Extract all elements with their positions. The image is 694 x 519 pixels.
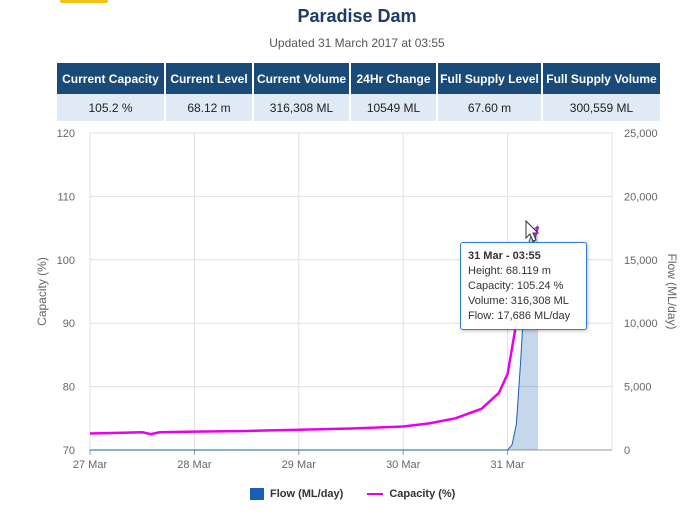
y-tick-right: 10,000 — [624, 318, 658, 330]
x-tick-label: 30 Mar — [386, 459, 421, 471]
x-tick-label: 27 Mar — [73, 459, 108, 471]
chart-legend: Flow (ML/day) Capacity (%) — [250, 488, 479, 500]
mouse-cursor-icon — [525, 219, 540, 242]
tooltip-volume: Volume: 316,308 ML — [468, 295, 569, 307]
y-tick-right: 25,000 — [624, 128, 658, 140]
y-axis-title-left: Capacity (%) — [35, 257, 49, 326]
stat-header-current-level: Current Level — [165, 63, 254, 94]
y-tick-right: 20,000 — [624, 191, 658, 203]
x-tick-label: 29 Mar — [282, 459, 317, 471]
updated-timestamp: Updated 31 March 2017 at 03:55 — [269, 36, 445, 50]
stat-header-current-capacity: Current Capacity — [57, 63, 166, 94]
chart-tooltip: 31 Mar - 03:55 Height: 68.119 m Capacity… — [460, 242, 587, 330]
stats-header-row: Current Capacity Current Level Current V… — [57, 63, 660, 94]
tooltip-height: Height: 68.119 m — [468, 265, 551, 277]
y-tick-left: 80 — [63, 382, 75, 394]
stat-header-full-supply-volume: Full Supply Volume — [542, 63, 660, 94]
legend-swatch-flow — [250, 488, 264, 500]
x-tick-label: 28 Mar — [177, 459, 212, 471]
stats-table: Current Capacity Current Level Current V… — [57, 63, 660, 121]
y-tick-left: 120 — [57, 128, 75, 140]
page-title: Paradise Dam — [297, 6, 417, 26]
x-tick-label: 31 Mar — [490, 459, 525, 471]
y-tick-left: 110 — [57, 191, 75, 203]
stat-header-full-supply-level: Full Supply Level — [437, 63, 543, 94]
y-tick-left: 70 — [63, 445, 75, 457]
legend-label-flow: Flow (ML/day) — [270, 488, 344, 500]
y-tick-left: 90 — [63, 318, 75, 330]
stat-header-24hr-change: 24Hr Change — [350, 63, 438, 94]
logo-fragment — [60, 0, 108, 3]
legend-label-capacity: Capacity (%) — [389, 488, 456, 500]
stat-value-current-volume: 316,308 ML — [253, 94, 351, 121]
y-tick-left: 100 — [57, 255, 75, 267]
y-tick-right: 15,000 — [624, 255, 658, 267]
legend-item-capacity[interactable]: Capacity (%) — [367, 488, 455, 500]
stat-header-current-volume: Current Volume — [253, 63, 351, 94]
stat-value-24hr-change: 10549 ML — [350, 94, 438, 121]
stat-value-full-supply-level: 67.60 m — [437, 94, 543, 121]
stat-value-current-level: 68.12 m — [165, 94, 254, 121]
stat-value-current-capacity: 105.2 % — [57, 94, 166, 121]
stats-value-row: 105.2 % 68.12 m 316,308 ML 10549 ML 67.6… — [57, 94, 660, 121]
y-tick-right: 5,000 — [624, 382, 652, 394]
tooltip-title: 31 Mar - 03:55 — [468, 250, 541, 262]
stat-value-full-supply-volume: 300,559 ML — [542, 94, 660, 121]
y-tick-right: 0 — [624, 445, 630, 457]
legend-swatch-capacity — [367, 493, 384, 495]
tooltip-flow: Flow: 17,686 ML/day — [468, 310, 571, 322]
legend-item-flow[interactable]: Flow (ML/day) — [250, 488, 343, 500]
tooltip-capacity: Capacity: 105.24 % — [468, 280, 564, 292]
y-axis-title-right: Flow (ML/day) — [665, 253, 679, 329]
